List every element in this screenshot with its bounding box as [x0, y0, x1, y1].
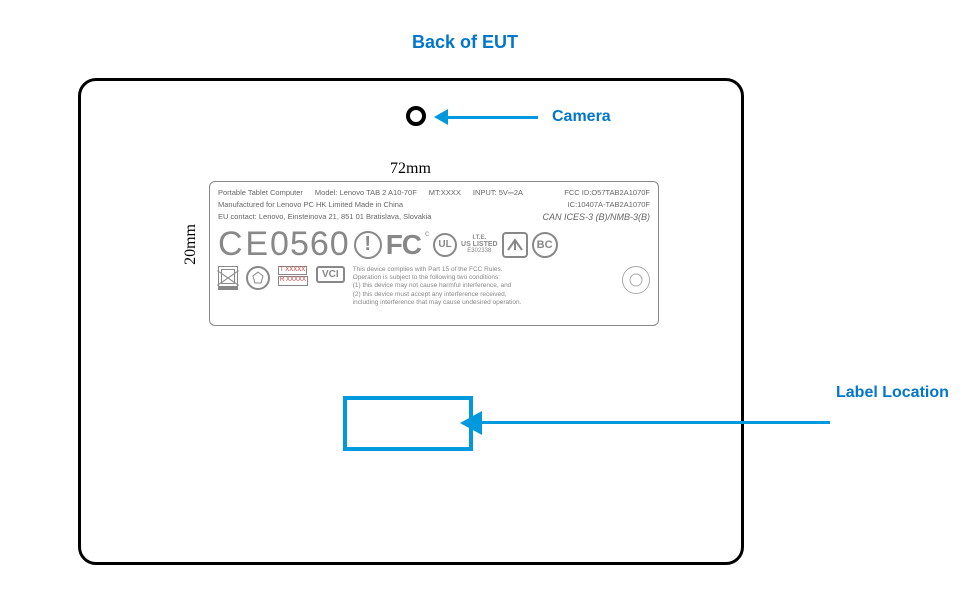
label-location-box: [343, 396, 473, 451]
compliance-line-1: Operation is subject to the following tw…: [353, 274, 500, 281]
arrow-head-icon: [434, 109, 448, 125]
camera-hole: [406, 106, 426, 126]
japan-telec-icon: [246, 266, 270, 290]
bc-mark-icon: BC: [532, 232, 558, 258]
label-marks-row: C E 0560 ! FC c UL I.T.E. US LISTED E302…: [218, 225, 650, 264]
label-product-type: Portable Tablet Computer: [218, 188, 303, 198]
telecom-seal-icon: [622, 266, 650, 294]
label-mt: MT:XXXX: [429, 188, 461, 198]
label-bottom-row: T XXXXX R XXXXX VCI This device complies…: [218, 266, 650, 307]
label-header-row2: Manufactured for Lenovo PC HK Limited Ma…: [218, 200, 650, 210]
dimension-width: 72mm: [390, 160, 431, 178]
dimension-height: 20mm: [182, 224, 200, 265]
ce-mark-icon: C E: [218, 225, 266, 264]
page-title: Back of EUT: [412, 32, 518, 53]
label-can-ices: CAN ICES-3 (B)/NMB-3(B): [542, 212, 650, 224]
label-manufacturer: Manufactured for Lenovo PC HK Limited Ma…: [218, 200, 403, 210]
compliance-line-2: (1) this device may not cause harmful in…: [353, 282, 512, 289]
label-header-row1: Portable Tablet Computer Model: Lenovo T…: [218, 188, 650, 198]
camera-arrow: Camera: [434, 108, 611, 126]
tr-cert-block: T XXXXX R XXXXX: [278, 266, 308, 286]
ul-listed-text: US LISTED: [461, 241, 498, 248]
exclamation-mark-icon: !: [354, 231, 382, 259]
label-location-text: Label Location: [836, 384, 949, 402]
ul-listed-block: I.T.E. US LISTED E302338: [461, 235, 498, 254]
label-fccid: FCC ID:O57TAB2A1070F: [564, 188, 650, 198]
arrow-line: [448, 116, 538, 119]
compliance-line-4: including interference that may cause un…: [353, 299, 522, 306]
label-location-arrow-line: [482, 421, 830, 424]
ce-notified-body: 0560: [270, 225, 350, 264]
regulatory-label: Portable Tablet Computer Model: Lenovo T…: [209, 181, 659, 326]
label-ic: IC:10407A-TAB2A1070F: [568, 200, 650, 210]
ul-mark-icon: UL: [433, 233, 457, 257]
label-model: Model: Lenovo TAB 2 A10-70F: [315, 188, 417, 198]
tr-r: R XXXXX: [278, 276, 308, 285]
label-eu-contact: EU contact: Lenovo, Einsteinova 21, 851 …: [218, 212, 431, 224]
vcci-mark-icon: VCI: [316, 266, 345, 283]
fcc-mark-icon: FC: [386, 229, 421, 261]
label-location-arrow-head-icon: [460, 411, 482, 435]
label-input: INPUT: 5V⎓2A: [473, 188, 523, 198]
compliance-line-0: This device complies with Part 15 of the…: [353, 266, 503, 273]
tr-t: T XXXXX: [278, 266, 307, 275]
c-prefix: c: [425, 229, 429, 238]
compliance-line-3: (2) this device must accept any interfer…: [353, 291, 507, 298]
camera-label: Camera: [552, 108, 611, 126]
fcc-compliance-text: This device complies with Part 15 of the…: [353, 266, 614, 307]
rcm-mark-icon: [502, 232, 528, 258]
label-header-row3: EU contact: Lenovo, Einsteinova 21, 851 …: [218, 212, 650, 224]
ul-number: E302338: [467, 248, 491, 254]
weee-bin-icon: [218, 266, 238, 290]
